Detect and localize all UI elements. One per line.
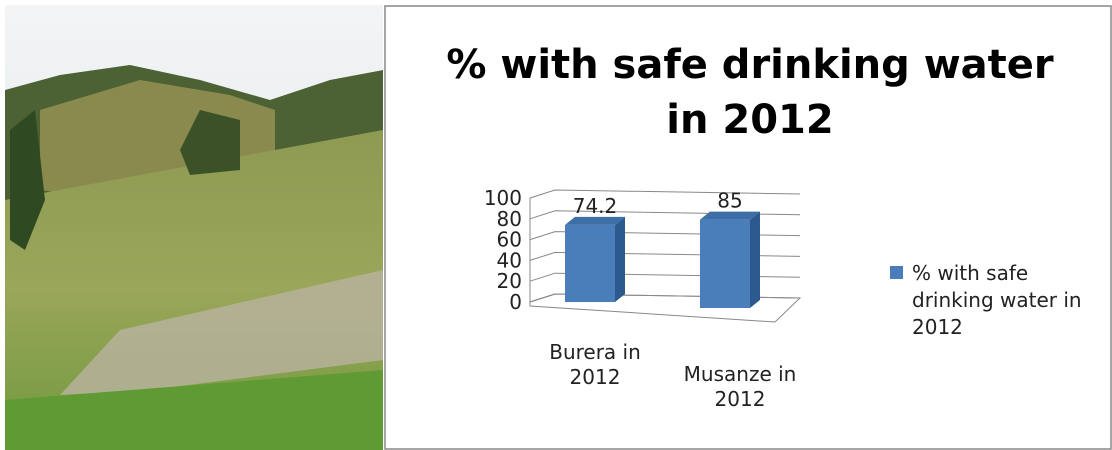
y-tick-label: 40: [497, 248, 522, 272]
chart-title: % with safe drinking water in 2012: [446, 42, 1054, 143]
y-tick-label: 100: [484, 186, 522, 210]
y-tick-label: 80: [497, 207, 522, 231]
y-tick-label: 0: [509, 290, 522, 314]
floor: [529, 293, 802, 323]
value-label: 85: [717, 189, 742, 213]
legend-swatch: [890, 266, 903, 279]
photo: [5, 5, 383, 450]
bar-top: [565, 216, 625, 225]
bar-side: [615, 216, 625, 302]
x-tick-label: Musanze in 2012: [683, 362, 797, 411]
bar-side: [750, 211, 760, 308]
bar: [565, 216, 625, 302]
grid-line: [529, 189, 801, 199]
bar: [700, 211, 760, 308]
bar-top: [700, 211, 760, 220]
x-tick-label: Burera in 2012: [549, 340, 641, 389]
value-label: 74.2: [573, 194, 618, 218]
y-tick-label: 60: [497, 228, 522, 252]
bar-front: [700, 219, 750, 308]
legend-label: % with safe drinking water in 2012: [912, 261, 1082, 339]
bar-front: [565, 224, 615, 302]
y-tick-label: 20: [497, 269, 522, 293]
